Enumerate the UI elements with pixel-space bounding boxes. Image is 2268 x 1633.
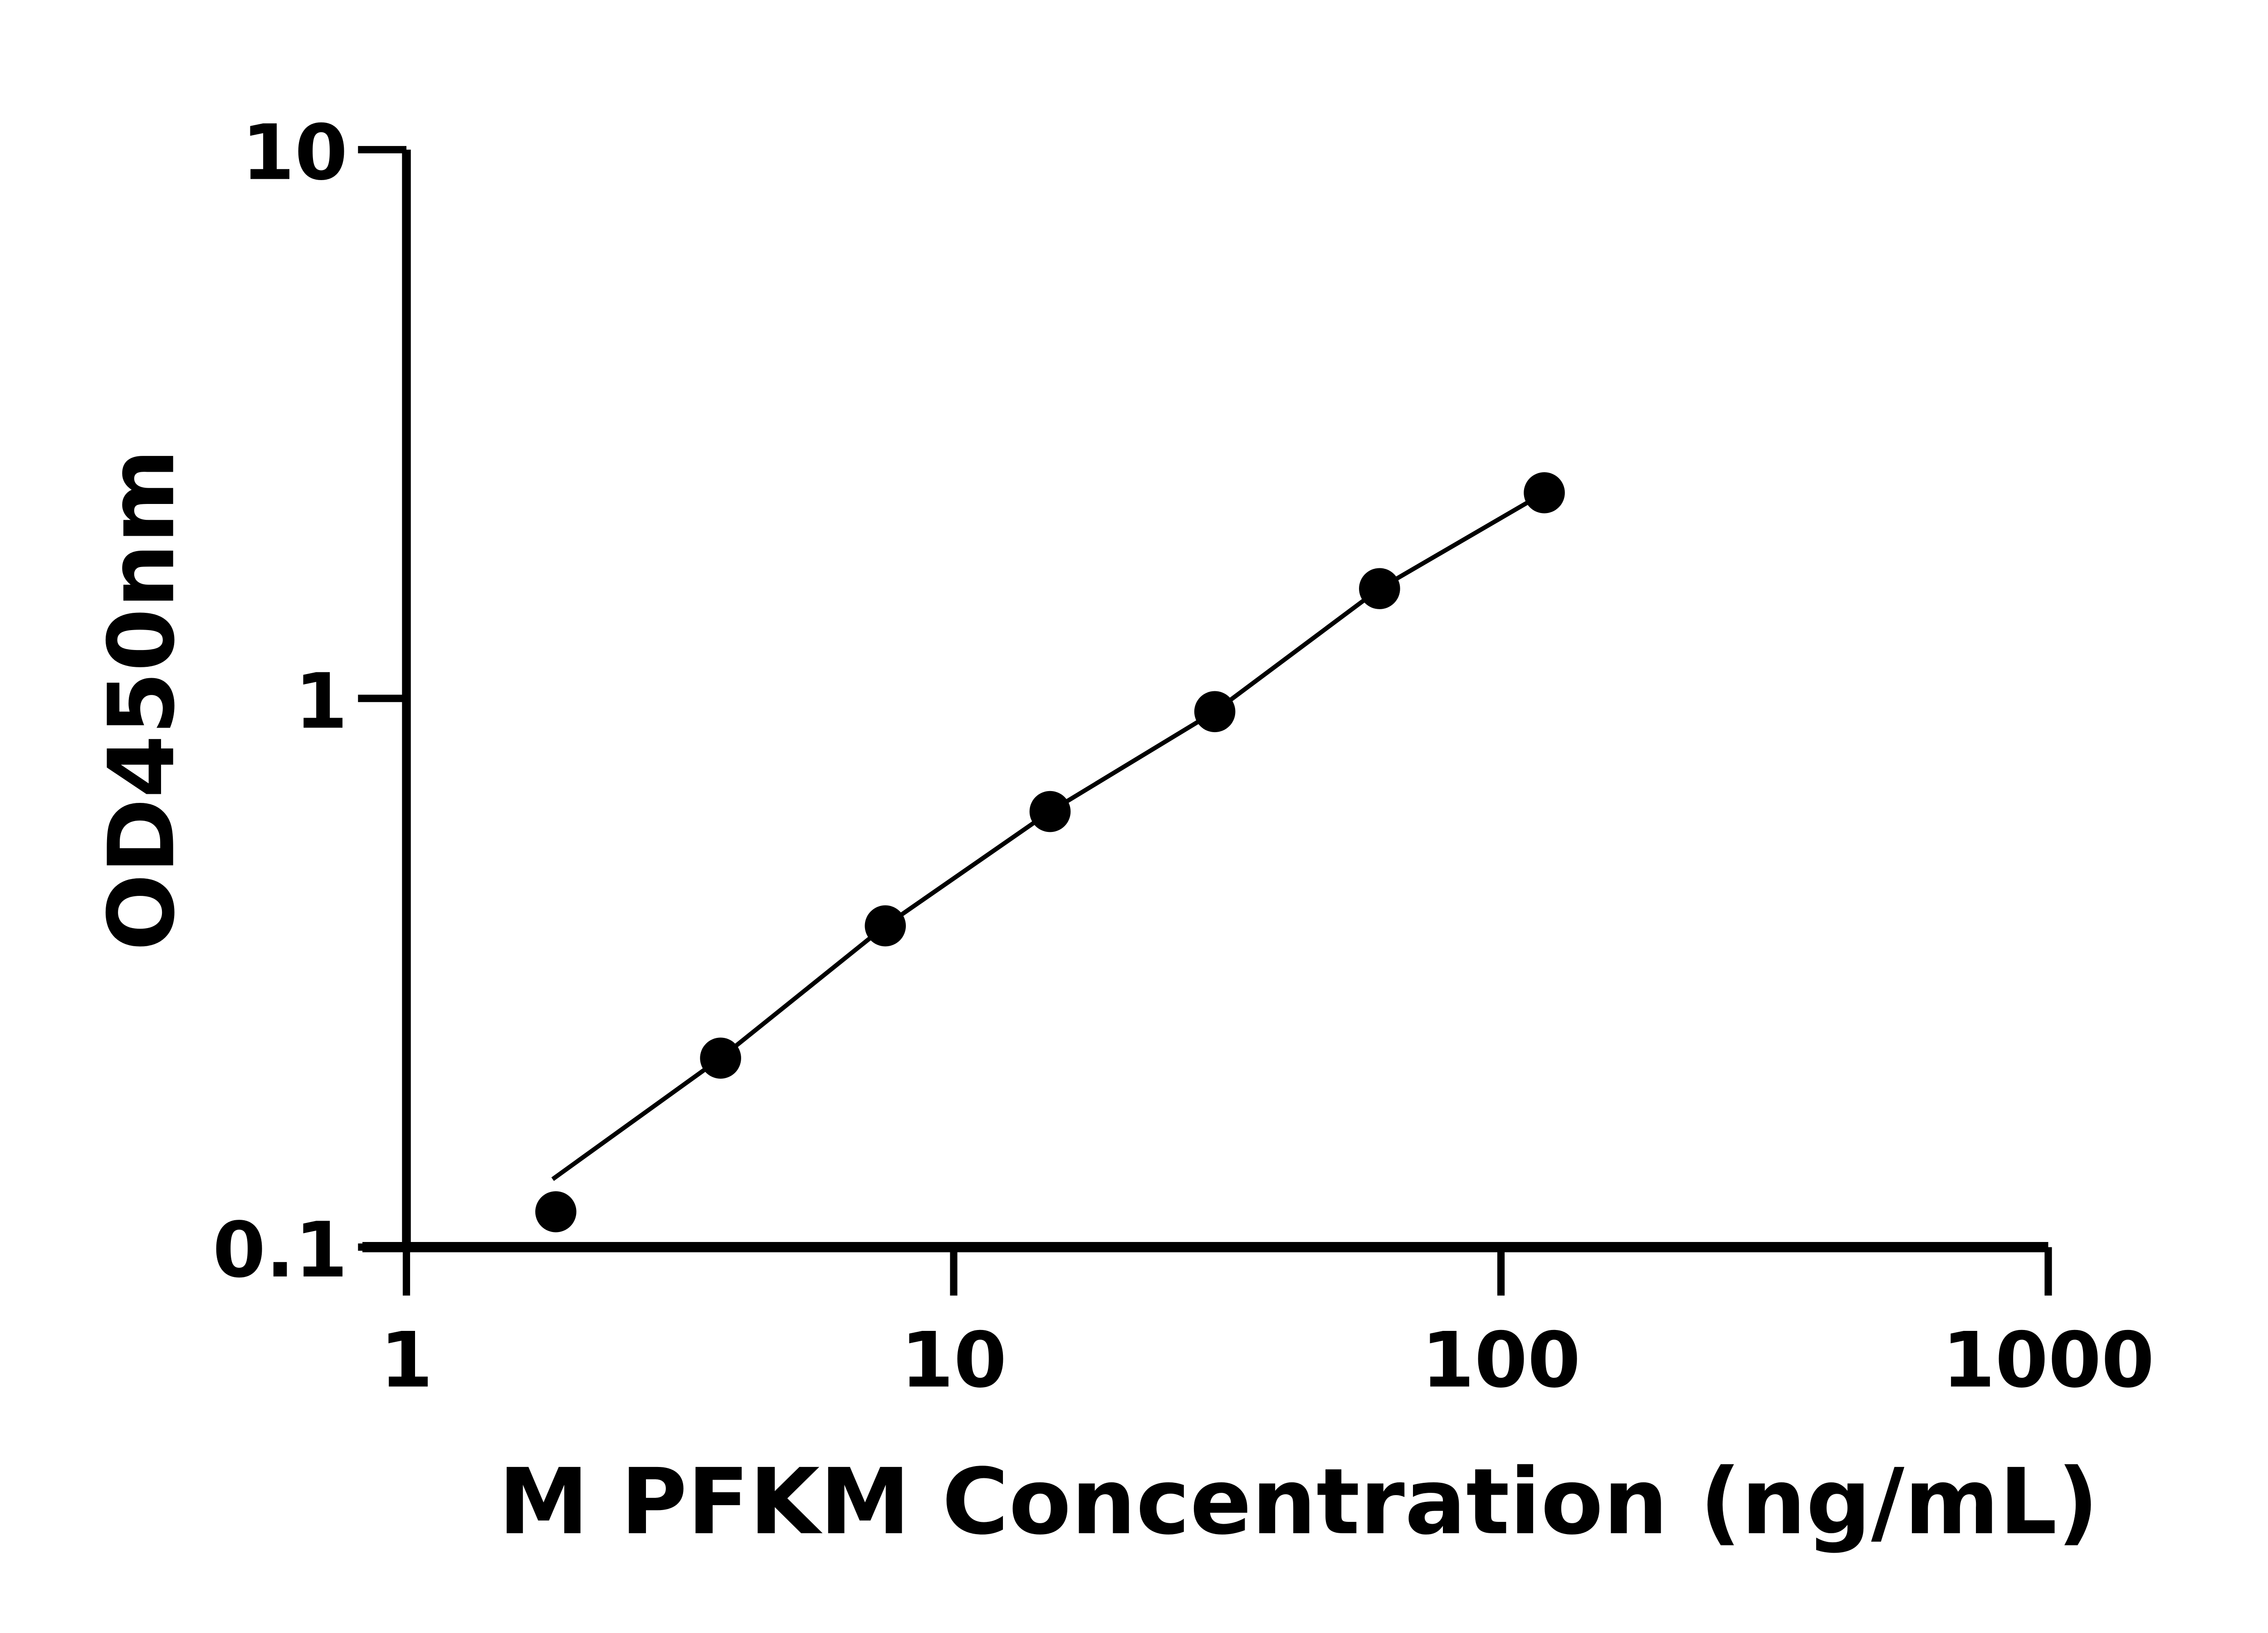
data-points bbox=[535, 472, 1565, 1232]
y-tick-label: 0.1 bbox=[213, 1206, 348, 1295]
data-point bbox=[1359, 568, 1400, 609]
data-point bbox=[1194, 691, 1236, 733]
axes: 1 10 100 1000 0.1 1 10 bbox=[213, 108, 2155, 1405]
x-axis-label: M PFKM Concentration (ng/mL) bbox=[499, 1449, 2099, 1555]
data-point bbox=[700, 1037, 741, 1079]
data-point bbox=[1029, 791, 1071, 832]
data-point bbox=[1524, 472, 1565, 513]
y-axis-label: OD450nm bbox=[89, 449, 195, 951]
y-tick-label: 1 bbox=[295, 657, 348, 746]
x-tick-label: 1 bbox=[380, 1316, 433, 1405]
data-point bbox=[865, 905, 906, 947]
x-tick-label: 10 bbox=[900, 1316, 1007, 1405]
x-tick-label: 1000 bbox=[1942, 1316, 2154, 1405]
x-tick-label: 100 bbox=[1421, 1316, 1580, 1405]
data-point bbox=[535, 1191, 577, 1232]
y-tick-label: 10 bbox=[242, 108, 348, 197]
